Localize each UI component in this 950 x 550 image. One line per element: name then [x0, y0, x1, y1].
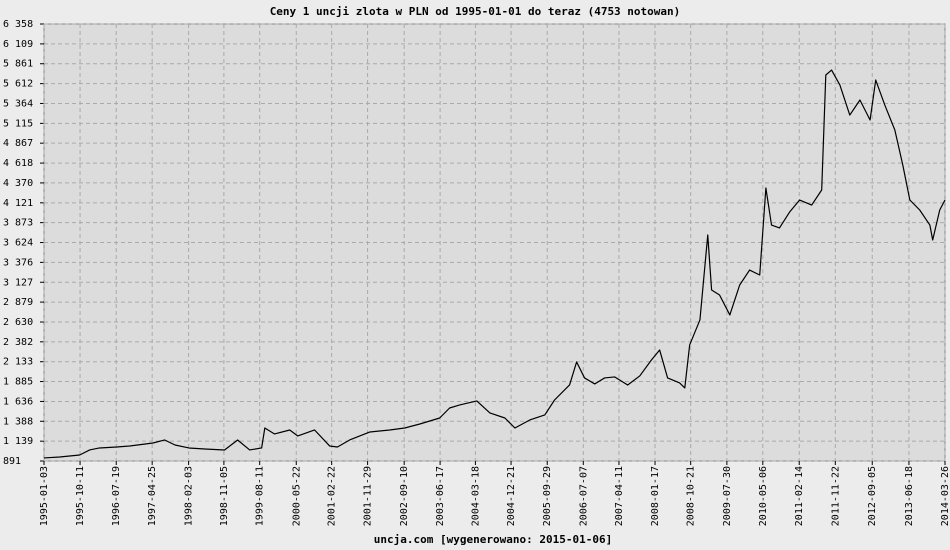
x-tick-label: 2004-03-18	[470, 466, 481, 526]
y-tick-label: 891	[3, 456, 21, 467]
y-tick-label: 1 388	[3, 416, 33, 427]
x-tick-label: 2010-05-06	[758, 466, 769, 526]
x-tick-label: 2012-09-05	[867, 466, 878, 526]
y-tick-label: 5 364	[3, 98, 33, 109]
x-tick-label: 2005-09-29	[542, 466, 553, 526]
y-tick-label: 3 624	[3, 238, 33, 249]
y-tick-label: 5 861	[3, 59, 33, 70]
x-tick-label: 2004-12-21	[506, 466, 517, 526]
y-tick-label: 4 618	[3, 158, 33, 169]
x-tick-label: 1997-04-25	[147, 466, 158, 526]
x-tick-label: 2009-07-30	[722, 466, 733, 526]
x-tick-label: 2011-02-14	[794, 466, 805, 526]
x-tick-label: 1995-10-11	[75, 466, 86, 526]
x-tick-label: 1998-02-03	[184, 466, 195, 526]
y-tick-label: 4 121	[3, 198, 33, 209]
x-tick-label: 2000-05-22	[291, 466, 302, 526]
x-tick-label: 2001-11-29	[363, 466, 374, 526]
x-tick-label: 2003-06-17	[435, 466, 446, 526]
y-tick-label: 1 139	[3, 436, 33, 447]
y-tick-label: 1 636	[3, 396, 33, 407]
x-tick-label: 1996-07-19	[111, 466, 122, 526]
x-tick-label: 2014-03-26	[940, 466, 950, 526]
y-tick-label: 3 127	[3, 277, 33, 288]
y-tick-label: 2 382	[3, 337, 33, 348]
y-tick-label: 1 885	[3, 377, 33, 388]
y-tick-label: 6 109	[3, 39, 33, 50]
y-tick-label: 2 630	[3, 317, 33, 328]
x-tick-label: 2008-01-17	[650, 466, 661, 526]
y-tick-label: 4 867	[3, 138, 33, 149]
footer: uncja.com [wygenerowano: 2015-01-06]	[374, 533, 612, 546]
y-tick-label: 2 133	[3, 357, 33, 368]
x-tick-label: 2001-02-22	[327, 466, 338, 526]
y-tick-label: 2 879	[3, 297, 33, 308]
x-tick-label: 1999-08-11	[255, 466, 266, 526]
y-tick-label: 3 873	[3, 218, 33, 229]
x-tick-label: 2008-10-21	[686, 466, 697, 526]
y-tick-label: 4 370	[3, 178, 33, 189]
x-tick-label: 1995-01-03	[39, 466, 50, 526]
y-tick-label: 3 376	[3, 257, 33, 268]
chart-title: Ceny 1 uncji zlota w PLN od 1995-01-01 d…	[270, 5, 681, 18]
y-tick-label: 5 115	[3, 118, 33, 129]
y-tick-label: 6 358	[3, 19, 33, 30]
x-tick-label: 2002-09-10	[399, 466, 410, 526]
x-tick-label: 2007-04-11	[614, 466, 625, 526]
x-tick-label: 2013-06-18	[904, 466, 915, 526]
x-tick-label: 1998-11-05	[219, 466, 230, 526]
x-tick-label: 2006-07-07	[578, 466, 589, 526]
x-tick-label: 2011-11-22	[830, 466, 841, 526]
price-line	[43, 69, 946, 459]
y-tick-label: 5 612	[3, 79, 33, 90]
